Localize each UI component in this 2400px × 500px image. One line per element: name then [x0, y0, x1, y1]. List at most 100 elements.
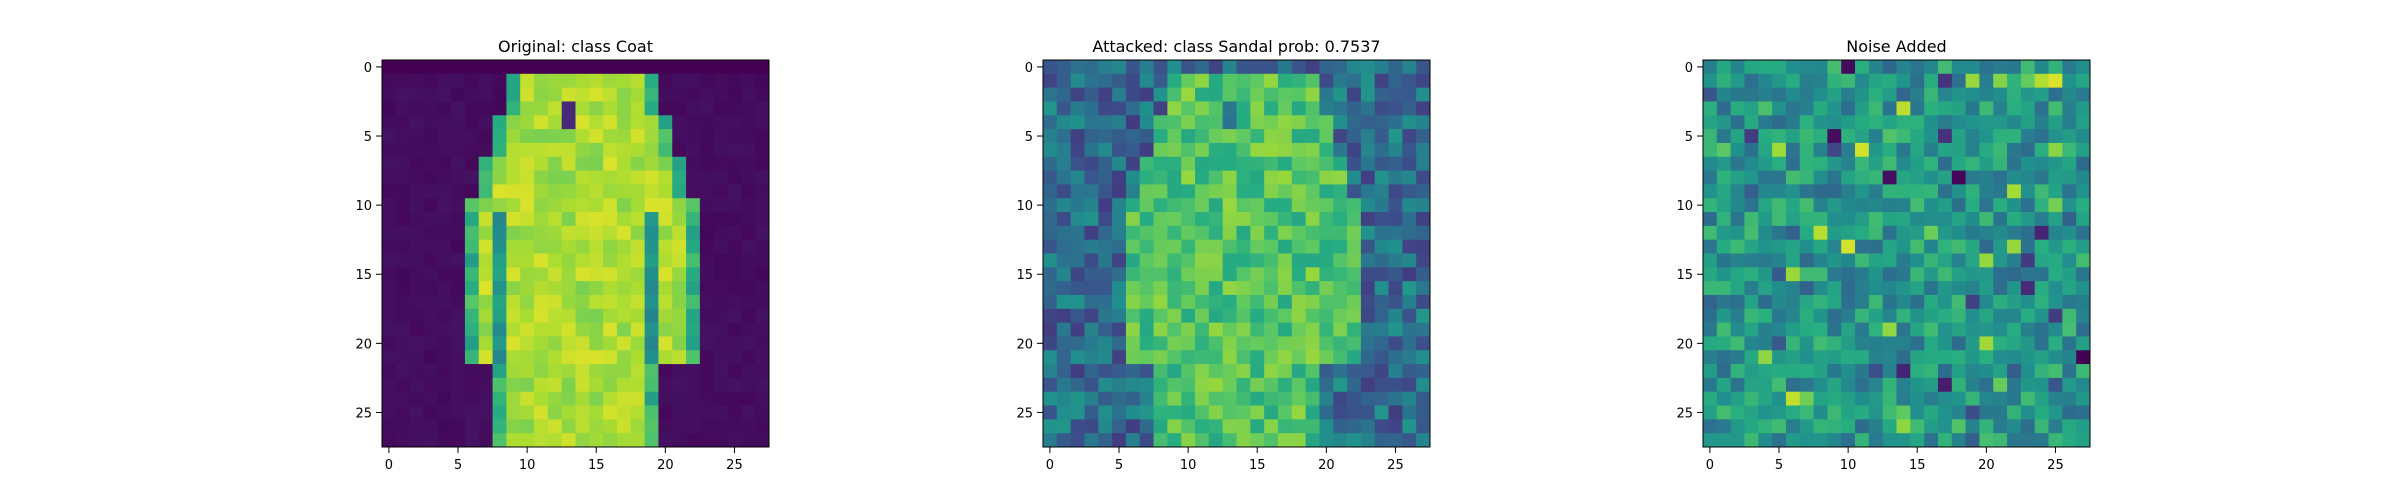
- heatmap-cell: [672, 184, 687, 199]
- heatmap-cell: [1208, 308, 1224, 324]
- heatmap-cell: [382, 350, 397, 365]
- heatmap-cell: [1402, 433, 1417, 448]
- heatmap-cell: [1153, 73, 1168, 89]
- heatmap-cell: [1125, 156, 1141, 171]
- heatmap-cell: [561, 212, 576, 227]
- heatmap-cell: [1744, 419, 1759, 434]
- heatmap-cell: [547, 115, 563, 130]
- heatmap-cell: [506, 419, 521, 434]
- heatmap-cell: [506, 239, 521, 254]
- heatmap-cell: [1827, 170, 1842, 185]
- heatmap-cell: [506, 364, 521, 379]
- heatmap-cell: [1181, 405, 1196, 420]
- heatmap-cell: [1236, 129, 1251, 144]
- heatmap-cell: [2048, 253, 2063, 268]
- heatmap-cell: [1827, 73, 1842, 89]
- heatmap-cell: [423, 239, 438, 254]
- heatmap-cell: [575, 364, 590, 379]
- heatmap-cell: [2007, 115, 2022, 130]
- heatmap-cell: [1347, 142, 1362, 158]
- heatmap-cell: [589, 239, 604, 254]
- heatmap-cell: [1084, 87, 1099, 102]
- heatmap-cell: [492, 350, 507, 365]
- heatmap-cell: [1827, 198, 1842, 213]
- panel-attacked-heatmap: [1043, 60, 1431, 448]
- heatmap-cell: [1416, 142, 1431, 158]
- heatmap-cell: [658, 184, 673, 199]
- heatmap-cell: [1402, 281, 1417, 296]
- heatmap-cell: [644, 294, 659, 310]
- heatmap-cell: [1965, 336, 1980, 351]
- heatmap-cell: [644, 73, 659, 89]
- heatmap-cell: [644, 101, 659, 116]
- heatmap-cell: [395, 281, 411, 296]
- heatmap-cell: [1222, 281, 1237, 296]
- heatmap-cell: [1070, 239, 1085, 254]
- heatmap-cell: [727, 377, 742, 393]
- heatmap-cell: [2062, 170, 2077, 185]
- heatmap-cell: [589, 405, 604, 420]
- heatmap-cell: [1882, 225, 1897, 241]
- heatmap-cell: [2076, 405, 2091, 420]
- heatmap-cell: [506, 101, 521, 116]
- heatmap-cell: [727, 212, 742, 227]
- heatmap-cell: [1979, 73, 1994, 89]
- heatmap-cell: [1841, 198, 1856, 213]
- heatmap-cell: [1882, 350, 1897, 365]
- heatmap-cell: [1112, 142, 1127, 158]
- heatmap-cell: [1993, 115, 2008, 130]
- heatmap-cell: [1703, 198, 1718, 213]
- heatmap-cell: [1979, 198, 1994, 213]
- heatmap-cell: [1402, 308, 1417, 324]
- heatmap-cell: [1167, 142, 1182, 158]
- heatmap-cell: [561, 281, 576, 296]
- heatmap-cell: [1813, 212, 1828, 227]
- heatmap-cell: [395, 198, 411, 213]
- heatmap-cell: [1291, 391, 1307, 406]
- heatmap-cell: [1772, 101, 1787, 116]
- heatmap-cell: [1181, 115, 1196, 130]
- heatmap-cell: [1222, 87, 1237, 102]
- heatmap-cell: [1222, 253, 1237, 268]
- heatmap-cell: [561, 364, 576, 379]
- heatmap-cell: [464, 308, 480, 324]
- heatmap-cell: [699, 267, 715, 282]
- heatmap-cell: [1250, 156, 1265, 171]
- heatmap-cell: [506, 115, 521, 130]
- heatmap-cell: [1993, 253, 2008, 268]
- heatmap-cell: [1195, 212, 1210, 227]
- heatmap-cell: [1910, 336, 1925, 351]
- heatmap-cell: [395, 308, 411, 324]
- heatmap-cell: [2048, 87, 2063, 102]
- heatmap-cell: [464, 281, 480, 296]
- heatmap-cell: [1125, 101, 1141, 116]
- heatmap-cell: [1098, 101, 1113, 116]
- y-tick-label: 0: [1685, 61, 1693, 76]
- heatmap-cell: [1855, 239, 1870, 254]
- heatmap-cell: [395, 225, 411, 241]
- heatmap-cell: [1360, 239, 1376, 254]
- heatmap-cell: [1043, 281, 1058, 296]
- heatmap-cell: [1827, 129, 1842, 144]
- heatmap-cell: [506, 377, 521, 393]
- heatmap-cell: [1250, 212, 1265, 227]
- heatmap-cell: [1264, 87, 1279, 102]
- heatmap-cell: [1264, 129, 1279, 144]
- heatmap-cell: [506, 433, 521, 448]
- heatmap-cell: [589, 322, 604, 337]
- heatmap-cell: [1112, 87, 1127, 102]
- heatmap-cell: [1993, 101, 2008, 116]
- heatmap-cell: [1965, 294, 1980, 310]
- heatmap-cell: [1882, 336, 1897, 351]
- heatmap-cell: [520, 87, 535, 102]
- panel-attacked-frame: [1042, 59, 1431, 448]
- heatmap-cell: [520, 253, 535, 268]
- heatmap-cell: [1868, 225, 1884, 241]
- heatmap-cell: [1181, 322, 1196, 337]
- heatmap-cell: [630, 73, 646, 89]
- heatmap-cell: [755, 129, 770, 144]
- heatmap-cell: [437, 308, 452, 324]
- heatmap-cell: [520, 115, 535, 130]
- heatmap-cell: [1841, 294, 1856, 310]
